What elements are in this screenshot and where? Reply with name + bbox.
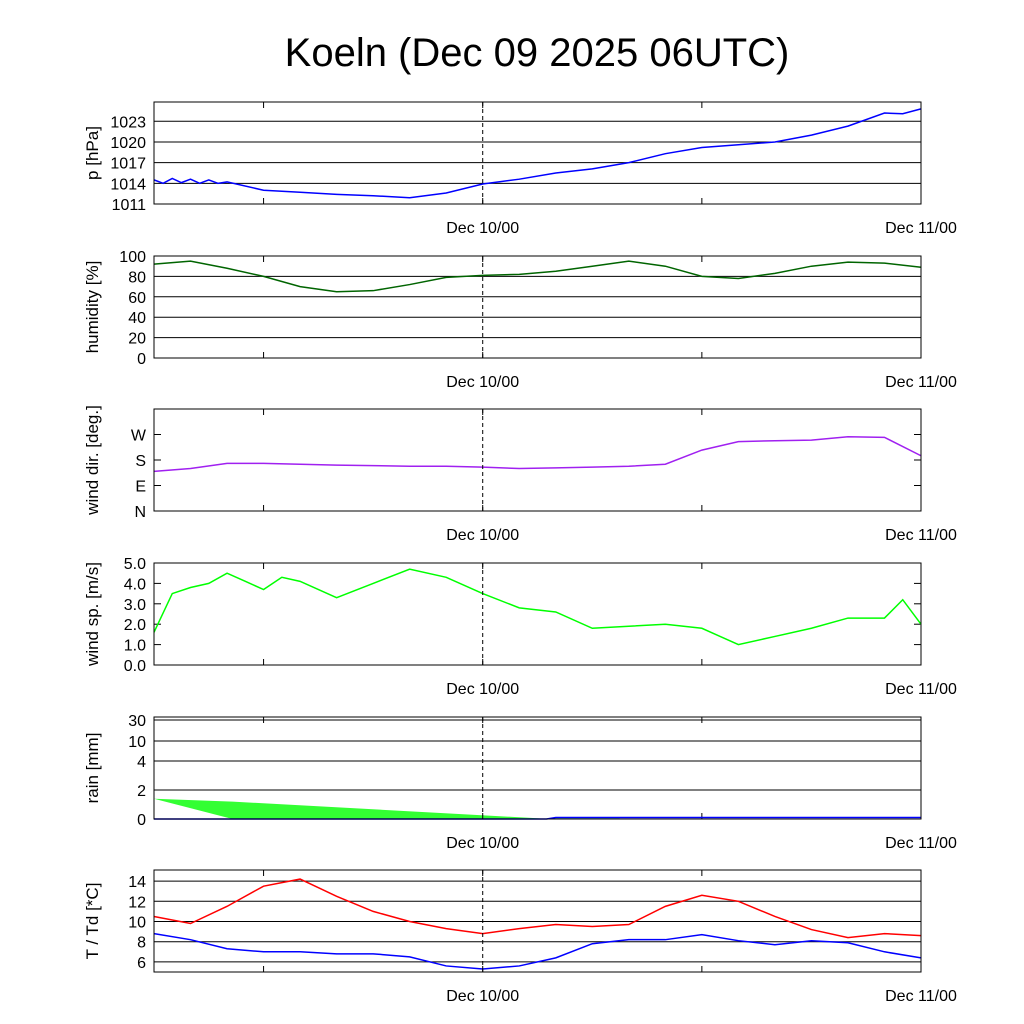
series-humidity [153, 260, 922, 293]
y-tick-label: 3.0 [124, 597, 146, 614]
panel-frame [153, 408, 922, 512]
panel-pressure: 1011 1014 1017 1020 1023 Dec 10/00 Dec 11/00 p … [83, 101, 957, 237]
x-tick-label: Dec 10/00 [446, 527, 519, 544]
y-tick-label: 40 [128, 310, 146, 327]
y-tick-label: 10 [128, 915, 146, 932]
y-tick-label: N [134, 504, 146, 521]
y-axis-label: humidity [%] [83, 261, 102, 354]
panel-frame [153, 562, 922, 666]
panel-wind_speed: 0.0 1.0 2.0 3.0 4.0 5.0 Dec 10/00 Dec 11/00 wind… [83, 556, 957, 698]
series-t [153, 878, 922, 939]
y-tick-label: 5.0 [124, 556, 146, 573]
y-tick-label: 30 [128, 713, 146, 730]
y-tick-label: W [131, 428, 147, 445]
y-tick-label: 100 [119, 249, 146, 266]
panel-frame [153, 101, 922, 205]
x-tick-label: Dec 11/00 [885, 988, 957, 1005]
y-axis-label: wind dir. [deg.] [83, 405, 102, 516]
series-wind-direction [153, 436, 922, 473]
panel-frame [153, 255, 922, 359]
y-tick-label: E [135, 479, 146, 496]
y-tick-label: 2.0 [124, 617, 146, 634]
panel-rain: 0 2 4 10 30 Dec 10/00 Dec 11/00 rain [mm] [83, 713, 957, 852]
y-axis-label: wind sp. [m/s] [83, 562, 102, 667]
y-tick-label: 8 [137, 935, 146, 952]
x-tick-label: Dec 11/00 [885, 835, 957, 852]
x-tick-label: Dec 11/00 [885, 527, 957, 544]
series-pressure [153, 108, 922, 199]
y-tick-label: 1017 [110, 156, 146, 173]
x-tick-label: Dec 10/00 [446, 988, 519, 1005]
y-tick-label: 20 [128, 331, 146, 348]
y-tick-label: S [135, 453, 146, 470]
x-tick-label: Dec 10/00 [446, 220, 519, 237]
x-tick-label: Dec 10/00 [446, 835, 519, 852]
x-tick-label: Dec 11/00 [885, 681, 957, 698]
y-tick-label: 10 [128, 734, 146, 751]
series-wind-speed [153, 568, 922, 646]
x-tick-label: Dec 10/00 [446, 681, 519, 698]
y-tick-label: 4 [137, 754, 146, 771]
y-tick-label: 2 [137, 783, 146, 800]
y-tick-label: 1023 [110, 114, 146, 131]
y-tick-label: 80 [128, 269, 146, 286]
y-tick-label: 0.0 [124, 658, 146, 675]
y-axis-label: p [hPa] [83, 126, 102, 180]
x-tick-label: Dec 11/00 [885, 374, 957, 391]
y-tick-label: 1011 [112, 197, 147, 214]
panel-humidity: 0 20 40 60 80 100 Dec 10/00 Dec 11/00 humidity [… [83, 249, 957, 391]
chart-title: Koeln (Dec 09 2025 06UTC) [285, 31, 790, 75]
y-tick-label: 1020 [110, 135, 146, 152]
y-tick-label: 1.0 [124, 638, 146, 655]
y-tick-label: 14 [128, 874, 146, 891]
y-axis-label: T / Td [*C] [83, 883, 102, 960]
series-td [153, 932, 922, 970]
y-tick-label: 0 [137, 351, 146, 368]
y-tick-label: 0 [137, 812, 146, 829]
y-tick-label: 12 [128, 894, 146, 911]
y-axis-label: rain [mm] [83, 733, 102, 804]
x-tick-label: Dec 11/00 [885, 220, 957, 237]
panel-frame [153, 716, 922, 820]
y-tick-label: 6 [137, 955, 146, 972]
x-tick-label: Dec 10/00 [446, 374, 519, 391]
y-tick-label: 1014 [110, 176, 146, 193]
y-tick-label: 4.0 [124, 576, 146, 593]
precipitation-area [154, 798, 547, 819]
y-tick-label: 60 [128, 290, 146, 307]
panel-temperature: 6 8 10 12 14 Dec 10/00 Dec 11/00 T / Td [*C] [83, 869, 957, 1005]
panel-frame [153, 869, 922, 973]
